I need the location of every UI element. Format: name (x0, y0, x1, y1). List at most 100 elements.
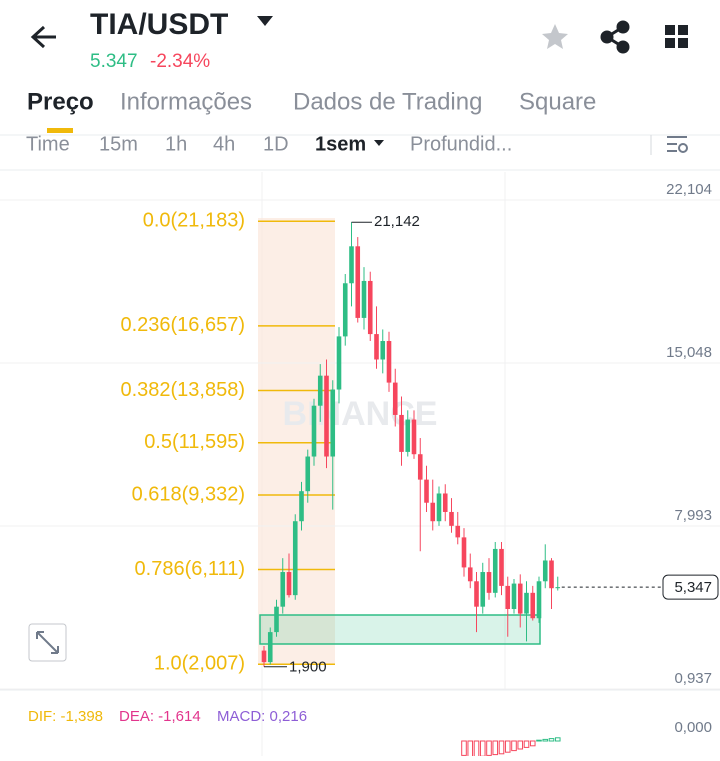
macd-bar (511, 740, 517, 752)
candle-body (374, 334, 379, 360)
candle-body (349, 246, 354, 284)
candle-body (292, 521, 298, 596)
interval[interactable]: 1h (165, 133, 187, 155)
candle-body (405, 419, 411, 452)
candle-body (542, 560, 548, 582)
tab[interactable]: Informações (120, 88, 252, 115)
candle-body (424, 479, 429, 503)
candle-body (499, 548, 504, 586)
candle-body (399, 414, 404, 452)
candle-body (430, 502, 436, 522)
candle-body (455, 525, 461, 538)
fib-label: 0.236(16,657) (120, 314, 245, 336)
expand-icon (36, 631, 59, 654)
candle-body (286, 572, 292, 596)
macd-bar (523, 740, 530, 748)
macd-bar (479, 740, 486, 757)
watermark: BINANCE (283, 395, 438, 433)
fib-label: 0.786(6,111) (135, 558, 245, 580)
macd-bar (529, 740, 536, 747)
fib-zone (258, 218, 335, 665)
y-tick-label: 15,048 (666, 344, 712, 361)
candle-body (449, 511, 454, 526)
candle-body (380, 341, 386, 360)
share-icon[interactable] (600, 20, 630, 54)
low-label: 1,900 (289, 659, 327, 676)
tab[interactable]: Dados de Trading (293, 88, 482, 115)
candle-body (461, 537, 467, 568)
candle-body (342, 283, 348, 337)
candle-body (436, 493, 442, 522)
candle-body (524, 592, 529, 614)
tab[interactable]: Preço (27, 88, 94, 115)
candle-body (367, 280, 373, 335)
candle-body (261, 650, 267, 663)
y-tick-label: 7,993 (674, 507, 712, 524)
candle-body (517, 583, 523, 614)
pair[interactable]: TIA/USDT (90, 8, 228, 41)
macd-bar (486, 740, 492, 756)
dif: DIF: -1,398 (28, 708, 103, 725)
candle-body (355, 246, 361, 318)
fib-label: 0.0(21,183) (143, 210, 245, 232)
macd-bar (492, 740, 499, 756)
candle-body (536, 581, 542, 619)
last-price-label: 5,347 (674, 579, 712, 596)
candle-body (505, 585, 511, 609)
candle-body (336, 336, 342, 390)
macd-bar (467, 740, 474, 758)
interval[interactable]: Time (26, 133, 70, 155)
back-button[interactable] (30, 25, 56, 49)
candle-body (299, 491, 304, 522)
macd-bar (517, 740, 524, 750)
macd-bar (542, 738, 549, 742)
macd-bar (536, 739, 542, 742)
candle-body (330, 389, 336, 457)
macd-bar (504, 740, 511, 753)
fib-label: 0.382(13,858) (120, 379, 245, 401)
macd-bar (498, 740, 505, 755)
macd-bar (554, 737, 561, 742)
tab[interactable]: Square (519, 88, 596, 115)
price: 5.347 (90, 51, 138, 72)
settings-icon[interactable] (667, 136, 688, 153)
candle-body (274, 606, 279, 633)
fib-label: 0.5(11,595) (144, 431, 245, 453)
high-label: 21,142 (374, 213, 420, 230)
candle-body (280, 572, 286, 607)
candle-body (511, 583, 517, 609)
candle-body (417, 454, 423, 480)
macd: MACD: 0,216 (217, 708, 307, 725)
pair-dropdown[interactable] (257, 16, 273, 26)
candle-body (442, 493, 448, 512)
interval[interactable]: 4h (213, 133, 235, 155)
candle-body (486, 572, 492, 593)
tab-indicator (47, 128, 73, 133)
candle-body (480, 572, 486, 607)
interval[interactable]: 15m (99, 133, 138, 155)
interval-dropdown[interactable] (374, 140, 384, 146)
candle-body (474, 581, 479, 607)
macd-bar (461, 740, 467, 756)
dea: DEA: -1,614 (119, 708, 201, 725)
grid-icon[interactable] (665, 25, 688, 48)
interval[interactable]: Profundid... (410, 133, 512, 155)
candle-body (492, 548, 498, 593)
macd-bar (548, 738, 555, 742)
y-tick-label: 0,937 (674, 670, 712, 687)
candle-body (361, 280, 367, 318)
candle-body (267, 632, 273, 663)
candle-body (467, 567, 473, 582)
interval[interactable]: 1D (263, 133, 289, 155)
range-box (259, 614, 541, 645)
candle-body (411, 419, 417, 455)
candle-body (386, 341, 392, 383)
favorite-icon[interactable] (542, 24, 568, 49)
interval[interactable]: 1sem (315, 133, 366, 155)
y-tick-label: 22,104 (666, 181, 712, 198)
change: -2.34% (150, 51, 210, 72)
candle-body (555, 587, 561, 589)
macd-bar (473, 740, 480, 758)
candle-body (324, 375, 329, 457)
